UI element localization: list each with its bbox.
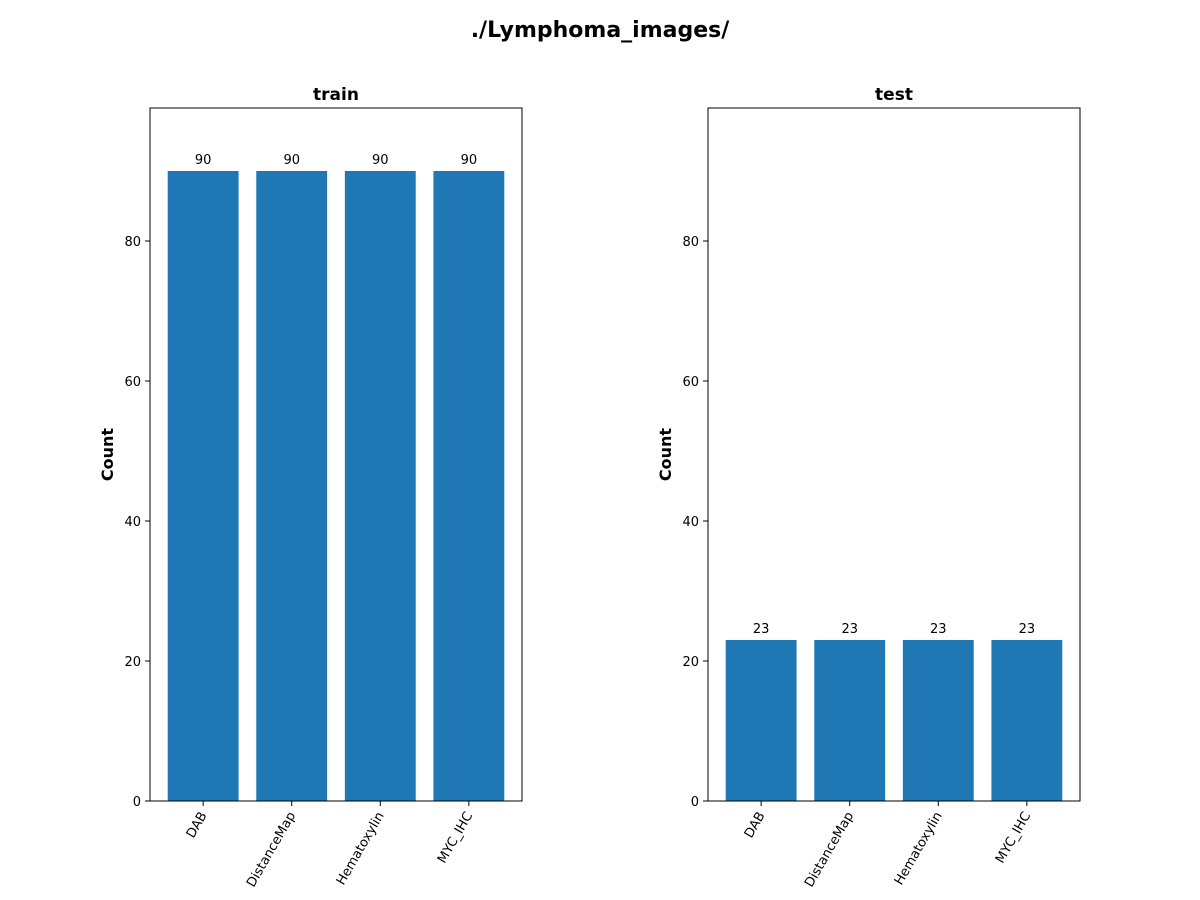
x-tick-label: DistanceMap — [244, 810, 299, 890]
bar-value-label: 90 — [372, 153, 389, 168]
bar-value-label: 90 — [283, 153, 300, 168]
y-tick-label: 40 — [124, 515, 141, 530]
bar-distancemap — [256, 171, 328, 801]
y-tick-label: 40 — [682, 515, 699, 530]
x-tick-label: MYC_IHC — [993, 810, 1034, 867]
axes-frame — [707, 107, 1081, 802]
axes-frame — [149, 107, 523, 802]
bars — [167, 171, 505, 801]
bar-value-label: 23 — [1019, 622, 1036, 637]
x-tick-label: Hematoxylin — [892, 809, 946, 887]
subplot-test: test 23 DAB 23 DistanceMap 23 Hematoxylin 23 MYC… — [656, 85, 1081, 890]
y-tick-label: 60 — [124, 375, 141, 390]
subplots: train 90 DAB 90 DistanceMap 90 Hematoxylin 90 MY… — [98, 85, 1081, 890]
y-tick-label: 60 — [682, 375, 699, 390]
x-tick-label: DAB — [184, 810, 211, 841]
y-tick-label: 20 — [124, 655, 141, 670]
subplot-title: test — [875, 85, 913, 105]
x-tick-label: Hematoxylin — [334, 810, 388, 888]
bar-dab — [725, 640, 797, 801]
bar-value-label: 90 — [461, 153, 478, 168]
bars — [725, 640, 1063, 801]
bar-value-label: 23 — [930, 622, 947, 637]
bar-myc-ihc — [433, 171, 505, 801]
bar-dab — [167, 171, 239, 801]
bar-hematoxylin — [344, 171, 416, 801]
y-tick-label: 80 — [124, 235, 141, 250]
bar-myc-ihc — [991, 640, 1063, 801]
x-tick-label: DAB — [742, 810, 769, 841]
bar-value-label: 23 — [841, 622, 858, 637]
y-tick-label: 20 — [682, 655, 699, 670]
y-tick-label: 80 — [682, 235, 699, 250]
figure-title: ./Lymphoma_images/ — [471, 18, 731, 43]
y-axis-label: Count — [656, 428, 675, 482]
y-axis-label: Count — [98, 428, 117, 482]
bar-distancemap — [814, 640, 886, 801]
y-tick-label: 0 — [133, 795, 141, 810]
subplot-title: train — [313, 85, 359, 105]
x-tick-label: MYC_IHC — [435, 810, 476, 867]
y-tick-label: 0 — [691, 795, 699, 810]
x-tick-label: DistanceMap — [802, 810, 857, 890]
bar-value-label: 23 — [753, 622, 770, 637]
bar-value-label: 90 — [195, 153, 212, 168]
subplot-train: train 90 DAB 90 DistanceMap 90 Hematoxylin 90 MY… — [98, 85, 523, 890]
bar-hematoxylin — [902, 640, 974, 801]
